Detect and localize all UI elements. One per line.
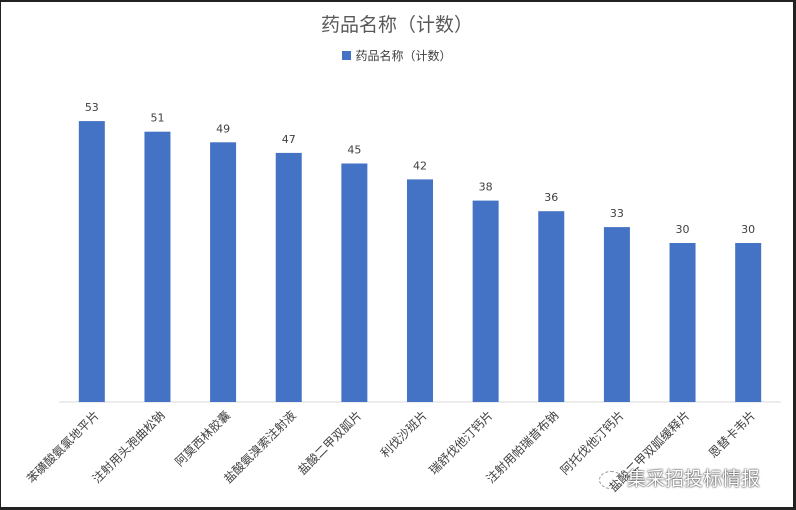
bar <box>275 152 302 402</box>
bar <box>144 131 171 402</box>
bar <box>669 243 696 402</box>
legend-label: 药品名称（计数） <box>355 49 452 63</box>
data-label: 30 <box>741 223 755 236</box>
legend: 药品名称（计数） <box>1 47 793 64</box>
x-tick-label: 盐酸氨溴索注射液 <box>220 408 298 486</box>
chart-title: 药品名称（计数） <box>320 14 473 36</box>
legend-swatch <box>342 51 352 60</box>
watermark-text: 集采招投标情报 <box>627 468 761 490</box>
x-tick-label: 盐酸二甲双胍片 <box>294 408 364 478</box>
data-label: 53 <box>85 101 99 114</box>
data-label: 47 <box>282 133 296 146</box>
data-label: 49 <box>216 122 230 135</box>
data-label: 33 <box>610 207 624 220</box>
data-label: 36 <box>544 191 558 204</box>
data-label: 45 <box>347 144 361 157</box>
x-tick-label: 利伐沙班片 <box>378 408 430 460</box>
x-tick-label: 恩替卡韦片 <box>706 408 758 460</box>
x-tick-label: 注射用头孢曲松钠 <box>89 408 167 486</box>
data-label: 42 <box>413 159 427 172</box>
data-label: 51 <box>150 112 164 125</box>
x-tick-label: 注射用帕瑞昔布钠 <box>483 408 561 486</box>
wechat-icon <box>599 470 623 489</box>
bar <box>735 243 762 402</box>
x-tick-label: 阿莫西林胶囊 <box>172 408 234 470</box>
bar <box>538 211 565 402</box>
data-label: 38 <box>479 181 493 194</box>
bar <box>341 163 368 402</box>
bar <box>210 142 237 403</box>
x-tick-label: 瑞舒伐他汀钙片 <box>426 408 495 477</box>
data-label: 30 <box>676 223 690 236</box>
bar <box>472 200 499 402</box>
bar <box>78 121 105 402</box>
bar <box>603 227 630 402</box>
x-tick-label: 苯磺酸氨氯地平片 <box>23 408 101 486</box>
bar <box>407 179 433 402</box>
watermark: 集采招投标情报 <box>599 464 760 491</box>
